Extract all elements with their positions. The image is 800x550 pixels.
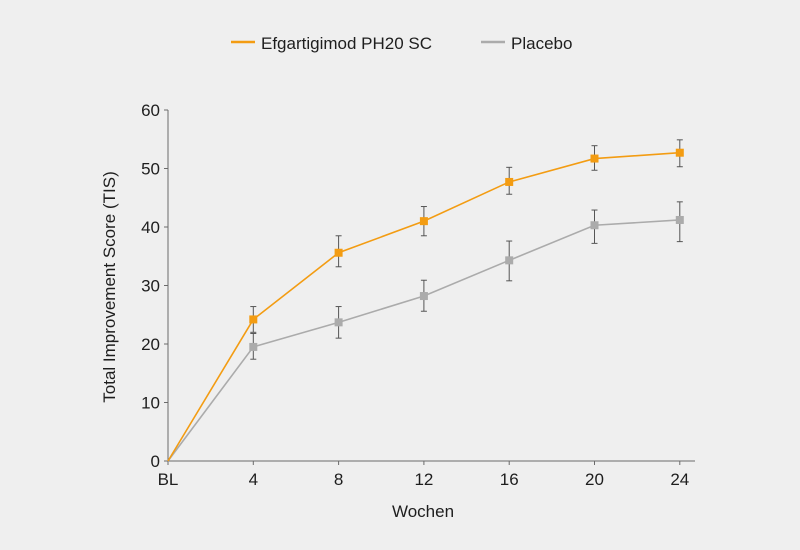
y-tick-label: 10	[141, 394, 160, 413]
series-placebo	[167, 201, 684, 462]
y-tick-label: 20	[141, 335, 160, 354]
x-axis-label: Wochen	[392, 502, 454, 521]
x-ticks: BL 4 8 12 16 20 24	[158, 461, 689, 489]
y-ticks: 0 10 20 30 40 50 60	[141, 101, 168, 471]
data-point	[505, 177, 514, 186]
data-point	[675, 215, 684, 224]
legend-label-efgartigimod: Efgartigimod PH20 SC	[261, 34, 432, 53]
y-tick-label: 60	[141, 101, 160, 120]
data-point	[419, 292, 428, 301]
x-tick-label: 24	[670, 470, 689, 489]
x-tick-label: 20	[585, 470, 604, 489]
data-point	[249, 342, 258, 351]
y-tick-label: 30	[141, 277, 160, 296]
legend: Efgartigimod PH20 SC Placebo	[231, 34, 572, 53]
data-point	[505, 256, 514, 265]
data-point	[334, 318, 343, 327]
y-tick-label: 0	[151, 452, 160, 471]
data-point	[334, 248, 343, 257]
series-line	[167, 219, 680, 462]
legend-label-placebo: Placebo	[511, 34, 572, 53]
series-efgartigimod-ph20-sc	[167, 139, 684, 462]
y-axis-label: Total Improvement Score (TIS)	[100, 171, 119, 402]
x-tick-label: BL	[158, 470, 179, 489]
data-point	[590, 221, 599, 230]
x-tick-label: 12	[414, 470, 433, 489]
y-tick-label: 50	[141, 160, 160, 179]
data-point	[675, 148, 684, 157]
series-layer	[167, 139, 684, 462]
data-point	[419, 217, 428, 226]
y-tick-label: 40	[141, 218, 160, 237]
data-point	[590, 154, 599, 163]
data-point	[249, 315, 258, 324]
x-tick-label: 16	[500, 470, 519, 489]
x-tick-label: 8	[334, 470, 343, 489]
x-tick-label: 4	[249, 470, 258, 489]
